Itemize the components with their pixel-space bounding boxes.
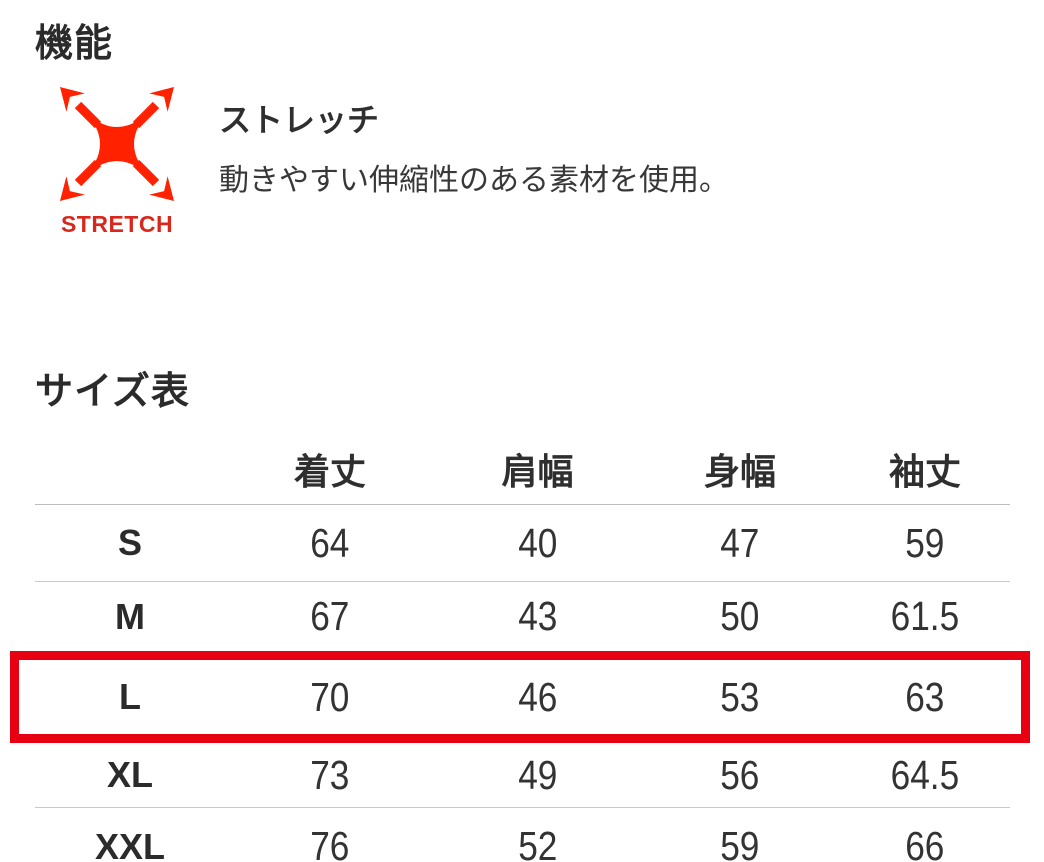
feature-text-block: ストレッチ 動きやすい伸縮性のある素材を使用。 — [219, 79, 729, 199]
column-header-chest: 身幅 — [703, 450, 776, 492]
measurement-value: 47 — [720, 519, 760, 566]
stretch-icon-caption: STRETCH — [60, 211, 174, 237]
measurement-value: 56 — [720, 751, 760, 798]
measurement-value: 43 — [517, 593, 558, 639]
size-table-row-xxl: XXL 76 52 59 66 — [35, 808, 1010, 862]
size-chart-title: サイズ表 — [35, 371, 190, 413]
measurement-value: 61.5 — [890, 593, 960, 639]
column-header-length: 着丈 — [293, 450, 366, 492]
stretch-icon — [51, 79, 183, 209]
size-chart-table: 着丈 肩幅 身幅 袖丈 S 64 40 47 59 M 67 43 50 61.5 L 70 46 53 6… — [10, 433, 1030, 862]
size-table-row-xl: XL 73 49 56 64.5 — [35, 743, 1010, 808]
size-label: M — [115, 595, 145, 637]
feature-stretch: STRETCH ストレッチ 動きやすい伸縮性のある素材を使用。 — [35, 79, 1010, 238]
measurement-value: 64.5 — [890, 751, 960, 798]
measurement-value: 67 — [310, 593, 350, 639]
size-label: S — [117, 522, 142, 563]
feature-name: ストレッチ — [219, 102, 380, 138]
measurement-value: 63 — [905, 673, 945, 720]
column-header-shoulder: 肩幅 — [501, 450, 574, 492]
measurement-value: 73 — [310, 751, 350, 798]
size-label: XL — [106, 754, 153, 795]
size-table-header-row: 着丈 肩幅 身幅 袖丈 — [35, 433, 1010, 505]
measurement-value: 52 — [517, 823, 558, 862]
measurement-value: 49 — [517, 751, 558, 798]
size-table-body: S 64 40 47 59 M 67 43 50 61.5 L 70 46 53 63 XL 73 49 56 64.… — [10, 505, 1030, 862]
size-table-row-l: L 70 46 53 63 — [10, 651, 1030, 743]
size-table-row-s: S 64 40 47 59 — [35, 505, 1010, 582]
measurement-value: 59 — [905, 519, 945, 566]
size-label: XXL — [94, 825, 165, 862]
measurement-value: 66 — [905, 823, 945, 862]
measurement-value: 70 — [310, 673, 350, 720]
measurement-value: 50 — [720, 593, 760, 639]
stretch-icon-block: STRETCH — [43, 79, 191, 238]
feature-description: 動きやすい伸縮性のある素材を使用。 — [219, 164, 729, 197]
measurement-value: 59 — [720, 823, 760, 862]
size-label: L — [119, 676, 141, 717]
measurement-value: 76 — [310, 823, 350, 862]
column-header-sleeve: 袖丈 — [888, 450, 961, 492]
measurement-value: 40 — [517, 519, 558, 566]
measurement-value: 64 — [310, 519, 350, 566]
features-section-title: 機能 — [35, 23, 114, 65]
measurement-value: 46 — [517, 673, 558, 720]
size-table-row-m: M 67 43 50 61.5 — [35, 582, 1010, 651]
measurement-value: 53 — [720, 673, 760, 720]
